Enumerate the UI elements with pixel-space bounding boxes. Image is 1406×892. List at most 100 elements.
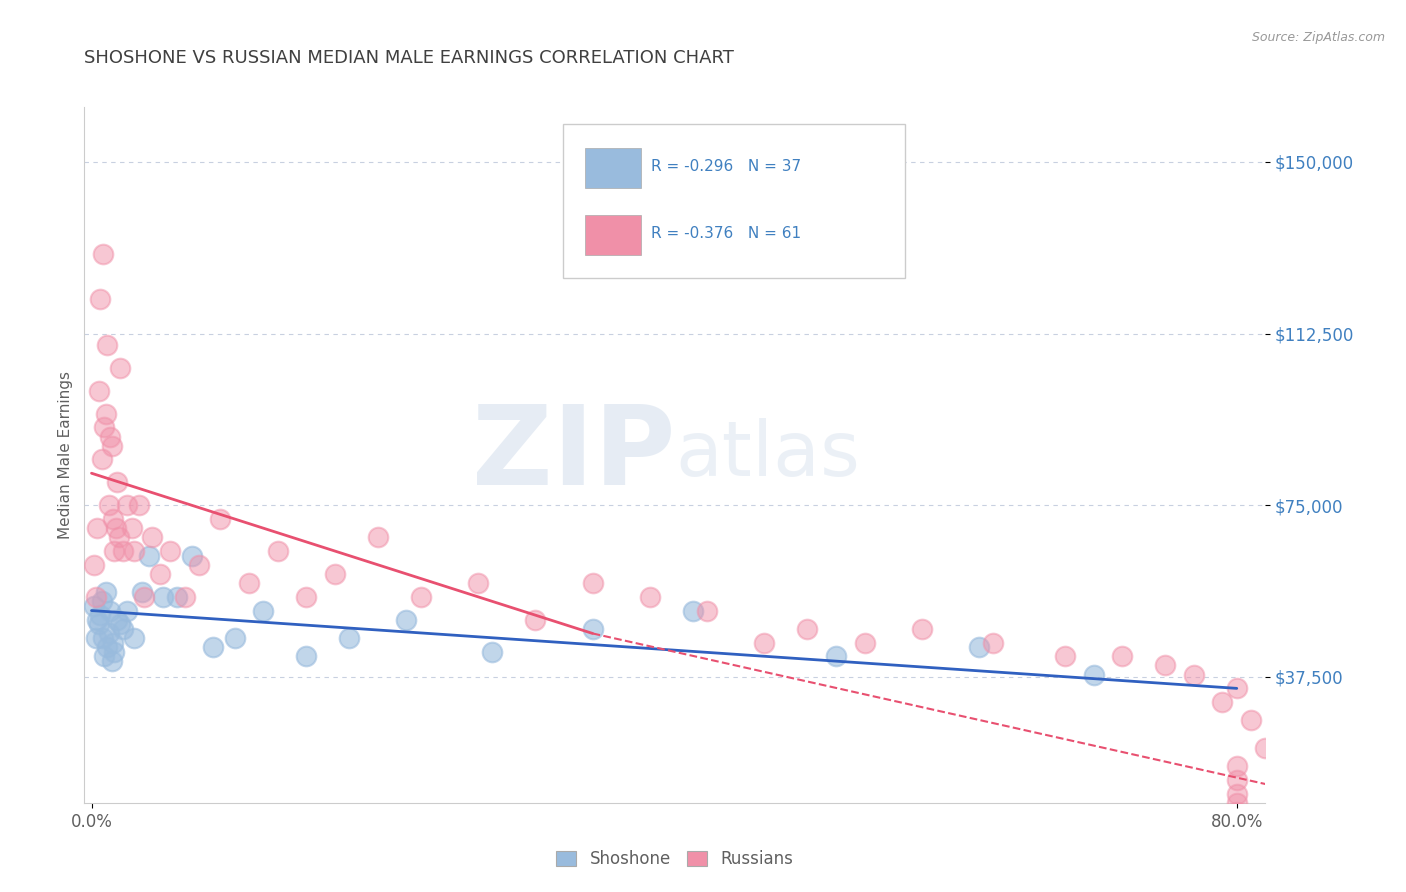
Point (91, 631, 114, 645)
Point (103, 645, 125, 659)
Point (825, 649, 848, 664)
Text: ZIP: ZIP (471, 401, 675, 508)
Point (796, 622, 818, 636)
Point (1211, 695, 1233, 709)
Point (100, 439, 122, 453)
Point (159, 544, 181, 558)
Point (105, 613, 128, 627)
Text: Source: ZipAtlas.com: Source: ZipAtlas.com (1251, 31, 1385, 45)
Point (152, 590, 174, 604)
Point (581, 622, 603, 636)
Point (967, 640, 990, 655)
Point (238, 576, 260, 591)
Point (911, 622, 934, 636)
Point (89, 293, 111, 307)
FancyBboxPatch shape (585, 148, 641, 187)
Point (101, 512, 124, 526)
Point (1254, 740, 1277, 755)
Point (131, 585, 153, 599)
Point (754, 635, 776, 649)
Point (84, 590, 107, 604)
Point (108, 360, 131, 375)
Point (395, 613, 418, 627)
Point (96, 338, 118, 352)
Point (337, 631, 360, 645)
Point (1226, 759, 1249, 773)
Point (853, 635, 876, 649)
Point (97, 498, 120, 512)
Point (89, 608, 111, 623)
Point (138, 549, 160, 563)
Point (93, 420, 115, 434)
Y-axis label: Median Male Earnings: Median Male Earnings (58, 371, 73, 539)
Point (94, 585, 117, 599)
Point (94, 407, 117, 421)
Point (581, 576, 603, 591)
Point (696, 603, 718, 617)
Point (1182, 667, 1205, 681)
Point (111, 544, 134, 558)
Point (124, 631, 146, 645)
Point (98, 429, 121, 443)
Point (266, 544, 288, 558)
FancyBboxPatch shape (585, 215, 641, 255)
Point (111, 622, 134, 636)
Point (86, 613, 108, 627)
Point (107, 530, 129, 544)
Point (481, 645, 503, 659)
Point (202, 640, 225, 655)
Point (87, 617, 110, 632)
Point (1226, 819, 1249, 833)
Point (108, 617, 131, 632)
Point (128, 498, 150, 512)
Point (295, 649, 318, 664)
Point (91, 246, 114, 260)
Point (124, 544, 146, 558)
Point (180, 549, 202, 563)
Point (90, 594, 112, 608)
Point (682, 603, 704, 617)
Point (1226, 805, 1249, 819)
Point (117, 498, 139, 512)
Point (86, 521, 108, 535)
Point (224, 631, 246, 645)
Point (173, 590, 195, 604)
Point (1226, 772, 1249, 787)
Point (409, 590, 432, 604)
Point (105, 475, 128, 490)
Text: SHOSHONE VS RUSSIAN MEDIAN MALE EARNINGS CORRELATION CHART: SHOSHONE VS RUSSIAN MEDIAN MALE EARNINGS… (84, 49, 734, 67)
Text: R = -0.296   N = 37: R = -0.296 N = 37 (651, 159, 801, 174)
Point (1111, 649, 1133, 664)
Point (103, 544, 125, 558)
Point (83, 558, 105, 572)
Text: atlas: atlas (675, 418, 859, 491)
Point (141, 530, 163, 544)
Point (467, 576, 489, 591)
Point (1154, 658, 1177, 673)
Point (100, 654, 122, 668)
Point (1226, 681, 1249, 696)
Point (367, 530, 389, 544)
Point (1053, 649, 1076, 664)
Point (121, 521, 143, 535)
Point (87, 384, 110, 398)
Point (983, 635, 1005, 649)
Point (93, 649, 115, 664)
Point (117, 603, 139, 617)
Point (83, 599, 105, 613)
Point (1226, 787, 1249, 801)
Point (209, 512, 232, 526)
Point (101, 635, 124, 649)
Point (295, 590, 318, 604)
Point (323, 566, 346, 581)
Point (97, 626, 120, 640)
FancyBboxPatch shape (562, 124, 905, 277)
Point (90, 452, 112, 467)
Legend: Shoshone, Russians: Shoshone, Russians (550, 843, 800, 874)
Point (524, 613, 547, 627)
Point (104, 521, 127, 535)
Point (98, 603, 121, 617)
Point (252, 603, 274, 617)
Point (166, 590, 188, 604)
Point (1083, 667, 1105, 681)
